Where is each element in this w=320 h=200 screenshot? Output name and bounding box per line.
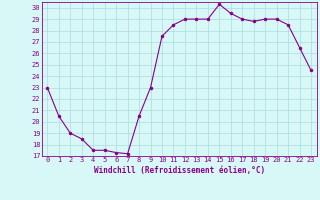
X-axis label: Windchill (Refroidissement éolien,°C): Windchill (Refroidissement éolien,°C) (94, 166, 265, 175)
